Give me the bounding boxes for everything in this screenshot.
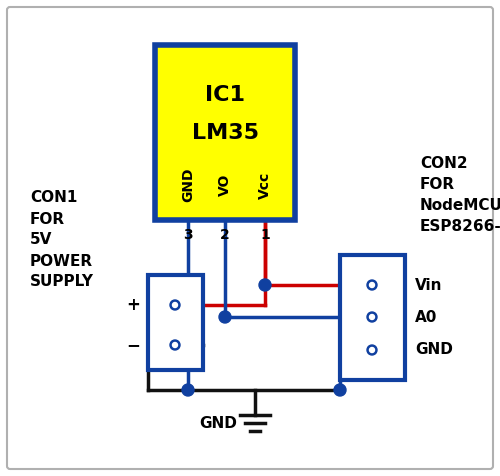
- Circle shape: [172, 343, 178, 347]
- Circle shape: [259, 279, 271, 291]
- Text: Vcc: Vcc: [258, 171, 272, 198]
- Circle shape: [370, 315, 374, 319]
- Text: IC1: IC1: [205, 85, 245, 105]
- Text: CON2
FOR
NodeMCU
ESP8266-12E: CON2 FOR NodeMCU ESP8266-12E: [420, 156, 500, 234]
- Text: GND: GND: [415, 343, 453, 357]
- Circle shape: [170, 340, 180, 350]
- Text: VO: VO: [218, 174, 232, 196]
- Text: −: −: [126, 336, 140, 354]
- Text: LM35: LM35: [192, 123, 258, 143]
- FancyBboxPatch shape: [7, 7, 493, 469]
- Circle shape: [367, 312, 377, 322]
- Text: +: +: [126, 296, 140, 314]
- Text: CON1
FOR
5V
POWER
SUPPLY: CON1 FOR 5V POWER SUPPLY: [30, 190, 94, 289]
- Circle shape: [170, 300, 180, 310]
- Text: 1: 1: [260, 228, 270, 242]
- Text: 2: 2: [220, 228, 230, 242]
- Text: 3: 3: [183, 228, 193, 242]
- Circle shape: [367, 345, 377, 355]
- Bar: [340, 255, 405, 380]
- Circle shape: [219, 311, 231, 323]
- Bar: [155, 45, 295, 220]
- Circle shape: [370, 282, 374, 288]
- Text: Vin: Vin: [415, 278, 442, 292]
- Circle shape: [334, 384, 346, 396]
- Text: GND: GND: [199, 416, 237, 431]
- Circle shape: [172, 303, 178, 307]
- Text: GND: GND: [181, 168, 195, 202]
- Circle shape: [370, 347, 374, 353]
- Bar: [148, 275, 203, 370]
- Text: A0: A0: [415, 309, 438, 325]
- Circle shape: [367, 280, 377, 290]
- Circle shape: [182, 384, 194, 396]
